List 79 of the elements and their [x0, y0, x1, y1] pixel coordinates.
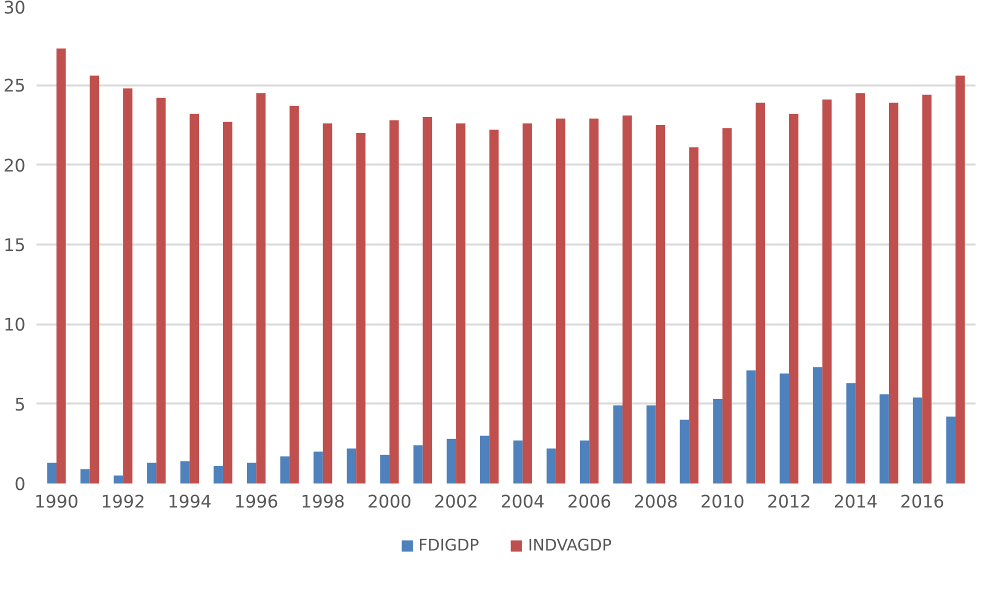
bar	[622, 115, 632, 484]
y-tick-label: 30	[3, 0, 26, 18]
bar	[222, 122, 232, 484]
bar	[722, 128, 732, 484]
bar	[180, 461, 190, 484]
x-tick-label: 1992	[101, 492, 146, 512]
bar	[480, 436, 490, 484]
bar	[56, 48, 66, 484]
x-tick-label: 2010	[700, 492, 744, 512]
bar	[746, 370, 756, 484]
bar	[356, 132, 366, 484]
bar	[946, 416, 956, 484]
y-tick-label: 20	[3, 156, 26, 176]
bar	[214, 466, 223, 484]
bar	[589, 118, 599, 484]
legend-label: INDVAGDP	[528, 536, 612, 554]
bar	[789, 114, 798, 484]
y-tick-label: 15	[3, 236, 26, 256]
bar	[780, 374, 790, 484]
y-tick-label: 10	[3, 316, 26, 336]
x-tick-label: 2012	[766, 492, 812, 512]
bar	[546, 448, 556, 484]
bar	[580, 440, 590, 484]
x-tick-label: 2014	[834, 492, 878, 512]
bar	[314, 452, 323, 484]
x-tick-label: 1998	[300, 492, 345, 512]
bar	[680, 420, 690, 484]
bar	[822, 100, 832, 484]
bar	[656, 125, 666, 484]
x-tick-label: 1994	[168, 492, 212, 512]
bar	[156, 98, 166, 484]
bar	[123, 88, 132, 484]
bar	[956, 76, 965, 484]
bar	[922, 94, 932, 484]
bar	[413, 445, 423, 484]
bar	[489, 130, 499, 484]
bar	[47, 462, 56, 484]
bar	[646, 405, 656, 484]
x-tick-label: 2000	[367, 492, 412, 512]
bar	[689, 147, 698, 484]
x-tick-label: 2004	[500, 492, 545, 512]
bar	[912, 397, 922, 484]
bar	[346, 448, 356, 484]
bar	[756, 102, 766, 484]
bar	[290, 106, 299, 484]
bar	[713, 399, 722, 484]
x-tick-label: 2002	[434, 492, 478, 512]
bar	[80, 469, 90, 484]
bar	[322, 123, 332, 484]
bar	[880, 394, 889, 484]
x-tick-label: 2008	[634, 492, 678, 512]
bar	[846, 383, 856, 484]
x-tick-label: 2016	[900, 492, 944, 512]
bar	[256, 93, 266, 484]
bar	[389, 120, 399, 484]
x-tick-label: 1996	[234, 492, 278, 512]
y-tick-label: 5	[14, 395, 26, 416]
bar	[190, 114, 199, 484]
bar	[114, 476, 124, 484]
bar	[446, 438, 456, 484]
x-tick-label: 2006	[567, 492, 612, 512]
legend-label: FDIGDP	[418, 536, 479, 554]
bar	[422, 117, 432, 484]
bar	[888, 102, 898, 484]
bar	[613, 405, 623, 484]
bar	[147, 462, 156, 484]
bar	[813, 367, 822, 484]
y-tick-label: 25	[3, 76, 26, 97]
bar	[556, 118, 566, 484]
bar	[856, 93, 865, 484]
bar	[456, 123, 466, 484]
bar	[513, 440, 523, 484]
x-tick-label: 1990	[34, 492, 79, 512]
y-tick-label: 0	[14, 475, 26, 495]
bar	[522, 123, 532, 484]
bar	[246, 462, 256, 484]
bar	[280, 456, 290, 484]
bar	[90, 76, 100, 484]
bar	[380, 454, 390, 484]
